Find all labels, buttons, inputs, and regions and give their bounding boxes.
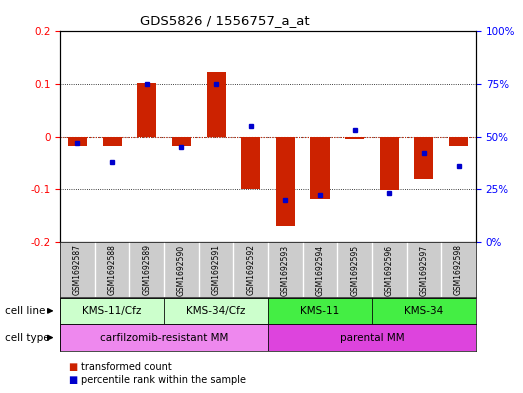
Text: ■: ■ <box>68 375 77 385</box>
Text: GDS5826 / 1556757_a_at: GDS5826 / 1556757_a_at <box>140 14 310 27</box>
Text: KMS-11: KMS-11 <box>300 306 339 316</box>
Bar <box>268 298 372 324</box>
Bar <box>449 136 468 146</box>
Bar <box>207 72 225 136</box>
Bar <box>345 136 364 139</box>
Text: KMS-11/Cfz: KMS-11/Cfz <box>83 306 142 316</box>
Text: GSM1692598: GSM1692598 <box>454 244 463 296</box>
Bar <box>68 136 87 146</box>
Text: ■: ■ <box>68 362 77 373</box>
Text: carfilzomib-resistant MM: carfilzomib-resistant MM <box>100 332 228 343</box>
Bar <box>60 324 268 351</box>
Text: GSM1692594: GSM1692594 <box>315 244 324 296</box>
Bar <box>137 83 156 136</box>
Bar <box>60 298 164 324</box>
Text: parental MM: parental MM <box>339 332 404 343</box>
Text: GSM1692587: GSM1692587 <box>73 244 82 296</box>
Bar <box>164 298 268 324</box>
Bar <box>103 136 122 146</box>
Bar <box>372 298 476 324</box>
Text: percentile rank within the sample: percentile rank within the sample <box>81 375 246 385</box>
Bar <box>172 136 191 146</box>
Text: GSM1692591: GSM1692591 <box>212 244 221 296</box>
Text: GSM1692592: GSM1692592 <box>246 244 255 296</box>
Text: cell type: cell type <box>5 332 50 343</box>
Text: GSM1692595: GSM1692595 <box>350 244 359 296</box>
Bar <box>268 324 476 351</box>
Text: cell line: cell line <box>5 306 46 316</box>
Bar <box>414 136 434 178</box>
Text: GSM1692596: GSM1692596 <box>385 244 394 296</box>
Text: GSM1692593: GSM1692593 <box>281 244 290 296</box>
Text: transformed count: transformed count <box>81 362 172 373</box>
Bar <box>241 136 260 189</box>
Text: GSM1692597: GSM1692597 <box>419 244 428 296</box>
Text: KMS-34: KMS-34 <box>404 306 444 316</box>
Text: GSM1692588: GSM1692588 <box>108 244 117 295</box>
Bar <box>380 136 399 190</box>
Text: GSM1692590: GSM1692590 <box>177 244 186 296</box>
Text: KMS-34/Cfz: KMS-34/Cfz <box>186 306 246 316</box>
Bar <box>276 136 295 226</box>
Bar <box>311 136 329 198</box>
Text: GSM1692589: GSM1692589 <box>142 244 151 296</box>
